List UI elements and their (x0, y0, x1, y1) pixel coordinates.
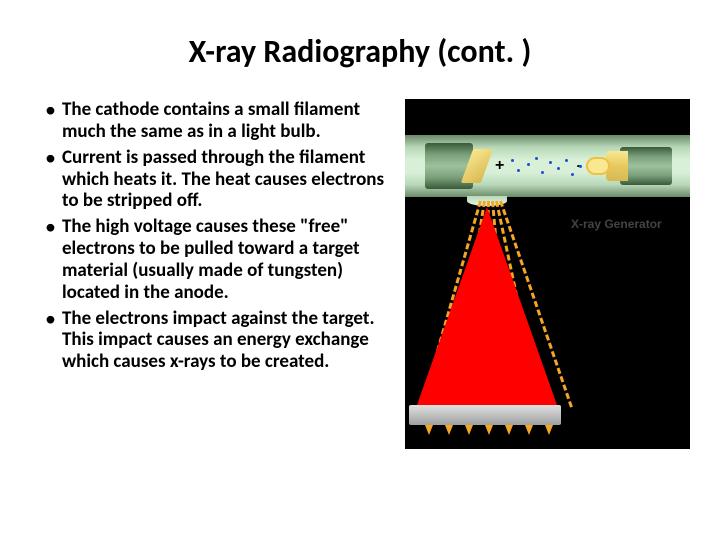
bullet-text: Current is passed through the filament w… (62, 147, 390, 213)
arrow-down-icon (545, 425, 553, 435)
electron-dot-icon (535, 157, 538, 160)
electron-dot-icon (549, 161, 552, 164)
filament-coil (586, 157, 610, 175)
bullet-item: • The high voltage causes these "free" e… (45, 216, 390, 303)
bullet-dot-icon: • (45, 147, 56, 169)
arrow-down-icon (525, 425, 533, 435)
content-row: • The cathode contains a small filament … (0, 99, 720, 449)
electron-dot-icon (579, 165, 582, 168)
radiation-cone-icon (417, 207, 557, 405)
plus-terminal-label: + (495, 157, 504, 175)
electron-dot-icon (517, 169, 520, 172)
bullet-dot-icon: • (45, 308, 56, 330)
arrow-down-icon (425, 425, 433, 435)
electron-dot-icon (527, 163, 530, 166)
electron-dot-icon (511, 159, 514, 162)
electron-dot-icon (541, 171, 544, 174)
bullet-text: The electrons impact against the target.… (62, 308, 390, 374)
arrow-down-icon (445, 425, 453, 435)
arrow-down-icon (505, 425, 513, 435)
page-title: X-ray Radiography (cont. ) (0, 0, 720, 99)
generator-label: X-ray Generator (571, 217, 662, 231)
bullet-text: The cathode contains a small filament mu… (62, 99, 390, 143)
bullet-dot-icon: • (45, 99, 56, 121)
detector-plate (409, 405, 561, 425)
arrow-down-icon (485, 425, 493, 435)
bullet-list: • The cathode contains a small filament … (45, 99, 390, 449)
bullet-text: The high voltage causes these "free" ele… (62, 216, 390, 303)
electron-beam (505, 155, 585, 179)
electron-dot-icon (571, 173, 574, 176)
electron-dot-icon (557, 167, 560, 170)
bullet-dot-icon: • (45, 216, 56, 238)
bullet-item: • Current is passed through the filament… (45, 147, 390, 213)
electron-dot-icon (565, 159, 568, 162)
electrons-label: Electrons (545, 123, 600, 137)
arrow-down-icon (465, 425, 473, 435)
bullet-item: • The cathode contains a small filament … (45, 99, 390, 143)
xray-diagram: Electrons + - X-ray Generator (405, 99, 690, 449)
bullet-item: • The electrons impact against the targe… (45, 308, 390, 374)
